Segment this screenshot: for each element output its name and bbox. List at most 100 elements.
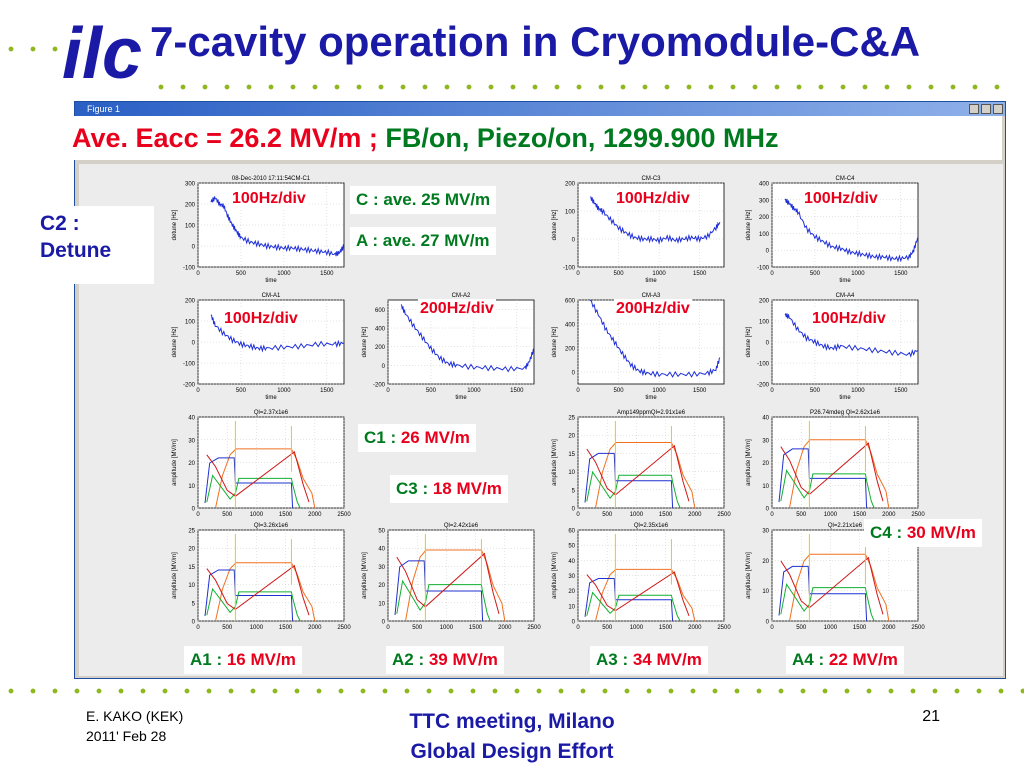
div-label-a3: 200Hz/div	[614, 299, 692, 319]
y-tick-label: 0	[382, 620, 386, 626]
x-tick-label: 1000	[277, 388, 291, 394]
footer-organization: Global Design Effort	[410, 740, 614, 763]
headline-eacc: Ave. Eacc = 26.2 MV/m ;	[72, 123, 378, 153]
x-tick-label: 2000	[688, 625, 702, 631]
c2-detune-note: C2 : Detune	[34, 206, 154, 284]
y-tick-label: 40	[378, 547, 385, 553]
y-tick-label: 50	[568, 544, 575, 550]
title-dot-row	[150, 84, 1000, 90]
x-tick-label: 1000	[250, 512, 264, 518]
footer-author: E. KAKO (KEK)	[86, 708, 184, 724]
x-tick-label: 0	[196, 388, 200, 394]
minimize-button[interactable]	[969, 104, 979, 114]
x-tick-label: 1500	[853, 625, 867, 631]
y-tick-label: 200	[185, 299, 196, 305]
y-tick-label: 15	[568, 452, 575, 458]
div-label-c1: 100Hz/div	[230, 189, 308, 209]
chart-title: Ql=2.42x1e6	[444, 523, 479, 529]
y-tick-label: 0	[766, 249, 770, 255]
label-c4: C4 : 30 MV/m	[864, 519, 982, 547]
ilc-logo: ilc	[62, 14, 142, 90]
chart-title: CM-C4	[836, 176, 856, 182]
chart-title: Ql=2.37x1e6	[254, 410, 289, 416]
y-tick-label: 0	[192, 620, 196, 626]
detune-trace	[589, 299, 721, 378]
transmitted-trace	[206, 587, 301, 622]
x-tick-label: 2000	[882, 512, 896, 518]
y-tick-label: 20	[568, 434, 575, 440]
x-tick-label: 2000	[308, 512, 322, 518]
x-tick-label: 0	[386, 625, 390, 631]
y-tick-label: 0	[192, 341, 196, 347]
y-tick-label: 10	[378, 601, 385, 607]
x-tick-label: 500	[614, 388, 625, 394]
y-axis-label: amplitude [MV/m]	[362, 552, 368, 599]
x-tick-label: 0	[770, 388, 774, 394]
maximize-button[interactable]	[981, 104, 991, 114]
x-tick-label: 500	[614, 271, 625, 277]
x-tick-label: 2500	[337, 625, 351, 631]
y-tick-label: 0	[192, 507, 196, 513]
x-tick-label: 1500	[894, 271, 908, 277]
x-tick-label: 1000	[467, 388, 481, 394]
x-tick-label: 500	[412, 625, 423, 631]
y-tick-label: 0	[572, 238, 576, 244]
forward-trace	[584, 578, 674, 622]
footer-dot-row	[0, 688, 1024, 694]
div-label-a1: 100Hz/div	[222, 309, 300, 329]
x-tick-label: 0	[196, 271, 200, 277]
chart-cm-a3-amp: 0 10 20 30 40 50 60 0 500 1000 1500 2000 2500 Ql=2.35…	[552, 523, 731, 631]
y-tick-label: 100	[565, 210, 576, 216]
x-tick-label: 1000	[851, 388, 865, 394]
page-number: 21	[922, 708, 940, 725]
forward-trace	[584, 452, 674, 509]
y-axis-label: amplitude [MV/m]	[746, 439, 752, 486]
chart-title: 08-Dec-2010 17:11:54CM-C1	[232, 176, 311, 182]
y-tick-label: 20	[378, 583, 385, 589]
y-axis-label: amplitude [MV/m]	[552, 439, 558, 486]
x-axis-label: time	[839, 278, 851, 284]
y-tick-label: 0	[572, 371, 576, 377]
x-tick-label: 1500	[279, 625, 293, 631]
close-button[interactable]	[993, 104, 1003, 114]
y-axis-label: detune [Hz]	[362, 326, 368, 357]
chart-cm-c4-amp: 0 10 20 30 40 0 500 1000 1500 2000 2500 P26.74mdeg …	[746, 410, 925, 518]
x-axis-label: time	[265, 278, 277, 284]
x-tick-label: 500	[602, 512, 613, 518]
y-tick-label: 100	[185, 224, 196, 230]
figure-titlebar: Figure 1	[75, 102, 1005, 116]
y-axis-label: amplitude [MV/m]	[172, 552, 178, 599]
chart-cm-a1-amp: 0 5 10 15 20 25 0 500 1000 1500 2000 2500 Ql=3.26x1e…	[172, 523, 351, 631]
y-tick-label: 10	[188, 583, 195, 589]
x-tick-label: 0	[576, 625, 580, 631]
svg-text:ilc: ilc	[62, 14, 142, 90]
x-tick-label: 500	[602, 625, 613, 631]
x-tick-label: 0	[770, 271, 774, 277]
transmitted-trace	[780, 583, 875, 622]
x-tick-label: 500	[236, 388, 247, 394]
forward-trace	[204, 569, 294, 622]
chart-title: CM-A1	[262, 293, 281, 299]
y-tick-label: 300	[185, 182, 196, 188]
y-tick-label: 0	[192, 245, 196, 251]
x-tick-label: 0	[196, 512, 200, 518]
chart-title: P26.74mdeg Ql=2.62x1e6	[810, 410, 881, 416]
y-axis-label: amplitude [MV/m]	[746, 552, 752, 599]
x-tick-label: 1500	[894, 388, 908, 394]
x-tick-label: 1500	[510, 388, 524, 394]
detune-trace	[210, 314, 345, 353]
y-tick-label: -100	[183, 266, 196, 272]
chart-cm-a4-amp: 0 10 20 30 0 500 1000 1500 2000 2500 Ql=2.21x1e6 am…	[746, 523, 925, 631]
x-tick-label: 500	[810, 271, 821, 277]
chart-title: CM-A2	[452, 293, 471, 299]
x-tick-label: 1000	[851, 271, 865, 277]
y-axis-label: detune [Hz]	[172, 209, 178, 240]
y-tick-label: 400	[375, 327, 386, 333]
y-tick-label: 15	[188, 565, 195, 571]
y-tick-label: 200	[759, 299, 770, 305]
footer-date: 2011' Feb 28	[86, 728, 167, 744]
x-tick-label: 1500	[693, 271, 707, 277]
y-tick-label: 100	[185, 320, 196, 326]
transmitted-trace	[586, 470, 681, 509]
